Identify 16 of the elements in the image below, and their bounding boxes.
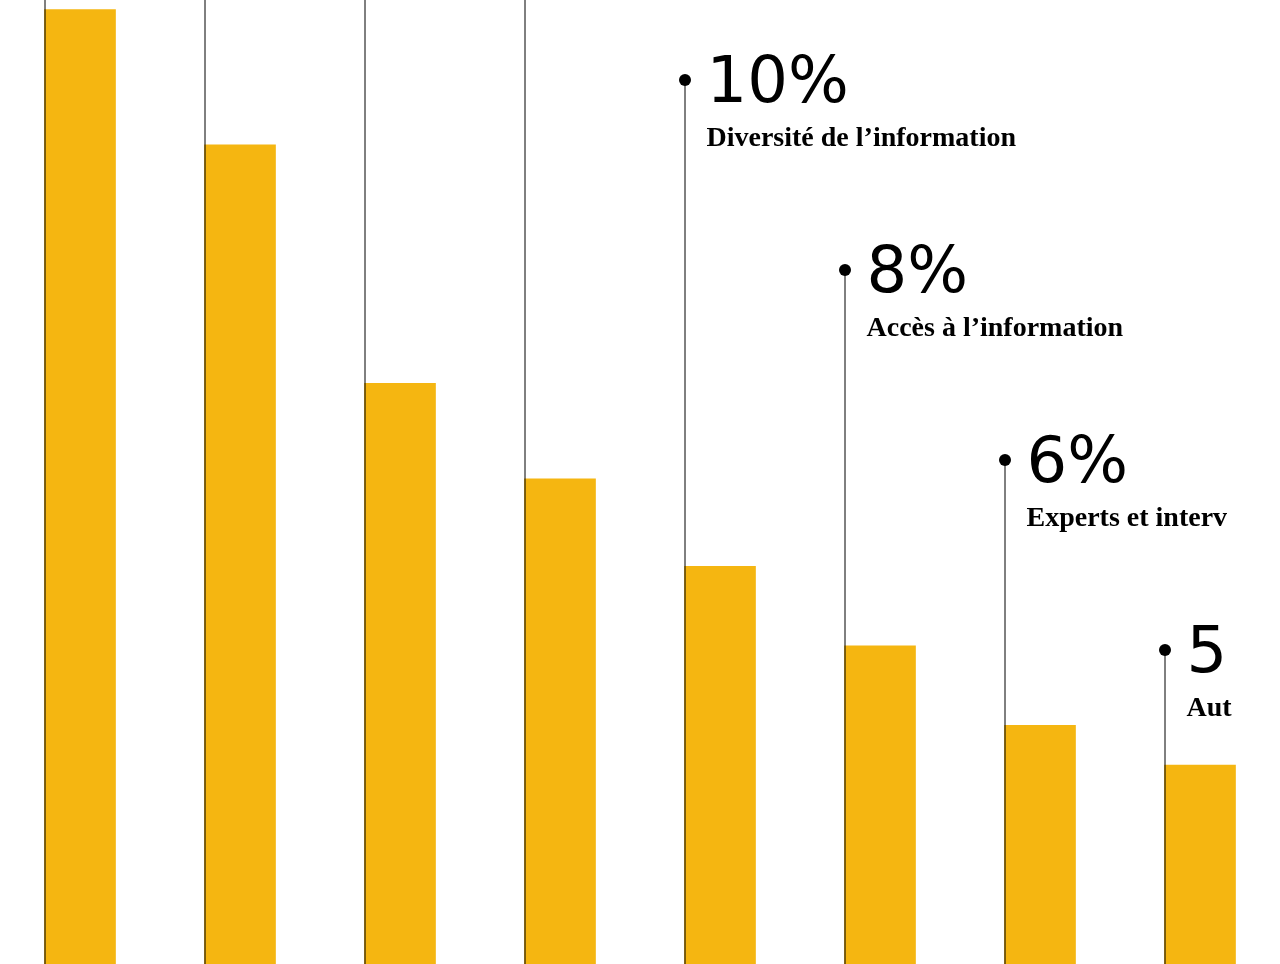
annotation: Accès à l’information xyxy=(866,311,1124,342)
data-label: 5 xyxy=(1186,613,1228,687)
bar xyxy=(684,565,756,964)
annotation: Aut xyxy=(1186,691,1233,722)
bar xyxy=(844,645,916,964)
bar xyxy=(44,9,116,964)
data-label: 10% xyxy=(706,43,849,117)
bar xyxy=(204,144,276,964)
bar xyxy=(524,478,596,964)
bar xyxy=(1004,725,1076,964)
data-label: 8% xyxy=(866,233,969,307)
data-label: 6% xyxy=(1026,423,1129,497)
bar xyxy=(1164,764,1236,964)
annotation: Experts et interv xyxy=(1026,501,1228,532)
bar xyxy=(364,383,436,964)
annotation: Diversité de l’information xyxy=(706,121,1017,152)
